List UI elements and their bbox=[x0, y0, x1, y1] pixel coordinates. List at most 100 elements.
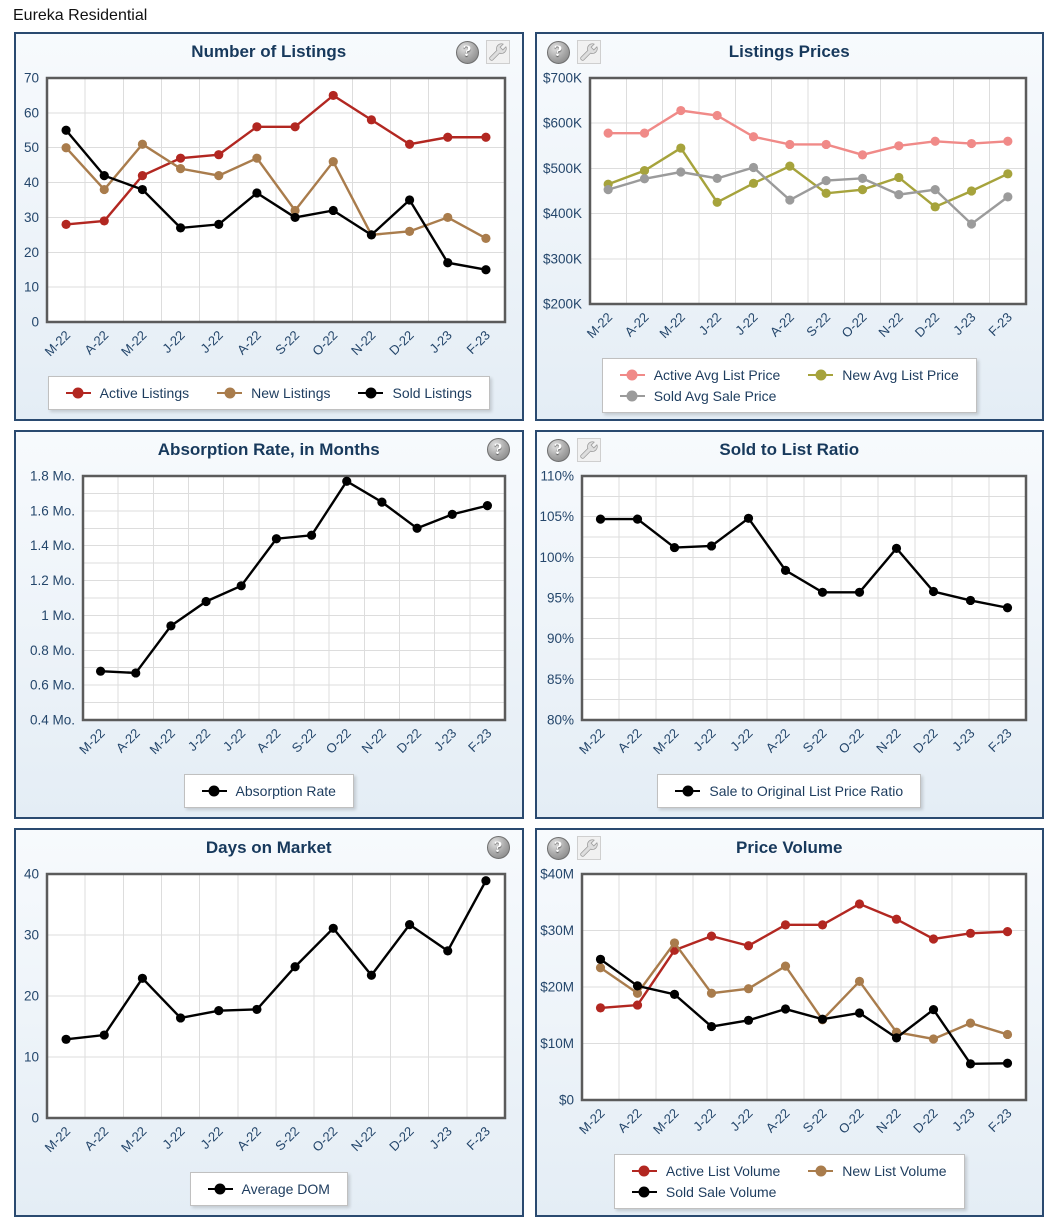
data-point bbox=[857, 185, 867, 195]
help-icon[interactable]: ? bbox=[455, 40, 479, 64]
data-point bbox=[928, 934, 938, 944]
x-tick-label: D-22 bbox=[910, 1106, 941, 1137]
series-line bbox=[599, 940, 1008, 1041]
wrench-glyph bbox=[488, 43, 507, 61]
chart-title: Number of Listings bbox=[191, 42, 347, 61]
help-icon[interactable]: ? bbox=[486, 836, 510, 859]
data-point bbox=[214, 171, 224, 181]
data-point bbox=[743, 941, 753, 951]
data-point bbox=[443, 258, 453, 268]
x-tick-label: S-22 bbox=[289, 726, 319, 756]
legend-item: New Avg List Price bbox=[808, 367, 959, 383]
y-tick-label: 30 bbox=[24, 928, 39, 943]
x-tick-label: D-22 bbox=[394, 726, 425, 757]
chart-title: Listings Prices bbox=[728, 42, 850, 61]
data-point bbox=[748, 162, 758, 173]
data-point bbox=[138, 973, 148, 983]
help-glyph: ? bbox=[553, 840, 563, 856]
data-point bbox=[821, 188, 831, 198]
data-point bbox=[669, 542, 679, 553]
wrench-glyph bbox=[579, 441, 598, 459]
tools-icon[interactable] bbox=[485, 40, 510, 64]
legend-row: Average DOM bbox=[16, 1172, 522, 1206]
data-point bbox=[712, 173, 722, 183]
legend-item: New Listings bbox=[217, 385, 330, 401]
chart-canvas: 110%105%100%95%90%85%80%M-22 A-22 M-22 J-22… bbox=[539, 469, 1027, 757]
series-line bbox=[600, 902, 1008, 1010]
legend-row: Absorption Rate bbox=[16, 774, 522, 808]
panel-icons: ? bbox=[486, 836, 510, 859]
data-point bbox=[481, 132, 491, 142]
data-point bbox=[405, 195, 415, 205]
y-tick-label: 90% bbox=[547, 631, 574, 646]
data-point bbox=[857, 150, 867, 160]
data-point bbox=[328, 205, 339, 216]
chart-area: $40M $30M $20M $10M $0 M-22 A-22 M-22 J-22 J-22 A-… bbox=[537, 864, 1043, 1152]
data-point bbox=[854, 587, 864, 597]
plot-border bbox=[580, 474, 1027, 722]
data-point bbox=[780, 1004, 790, 1014]
data-point bbox=[99, 171, 110, 181]
chart-panel-number-of-listings: ? Number of Listings 70 60 50 40 30 20 10 0 M-22… bbox=[14, 32, 524, 421]
x-tick-label: F-23 bbox=[985, 1106, 1015, 1136]
data-point bbox=[712, 197, 722, 207]
data-point bbox=[965, 1059, 975, 1069]
wrench-glyph bbox=[579, 839, 598, 857]
tools-icon[interactable] bbox=[576, 836, 601, 860]
data-point bbox=[412, 523, 422, 533]
x-tick-label: D-22 bbox=[386, 328, 417, 359]
help-icon[interactable]: ? bbox=[486, 438, 510, 461]
x-tick-label: M-22 bbox=[147, 726, 179, 758]
data-point bbox=[176, 1013, 186, 1023]
chart-area: 70 60 50 40 30 20 10 0 M-22 A-22 M-22 J-22 J-22 A-22 S… bbox=[16, 68, 522, 374]
x-tick-label: S-22 bbox=[799, 726, 829, 756]
tools-icon[interactable] bbox=[576, 438, 601, 462]
legend-label: Active List Volume bbox=[665, 1163, 781, 1179]
x-tick-label: J-22 bbox=[198, 328, 226, 356]
help-icon[interactable]: ? bbox=[546, 836, 570, 860]
data-point bbox=[675, 143, 686, 153]
legend-row: Active List Volume New List Volume Sold Sa… bbox=[537, 1154, 1043, 1209]
data-point bbox=[61, 1034, 71, 1044]
data-point bbox=[1002, 1058, 1012, 1068]
chart-title: Days on Market bbox=[205, 838, 332, 857]
wrench-glyph bbox=[579, 43, 598, 61]
chart-legend: Average DOM bbox=[189, 1172, 348, 1206]
y-tick-label: 30 bbox=[24, 210, 39, 225]
data-point bbox=[854, 976, 864, 986]
help-icon[interactable]: ? bbox=[546, 40, 570, 64]
legend-marker bbox=[808, 1165, 834, 1177]
legend-row: Sale to Original List Price Ratio bbox=[537, 774, 1043, 808]
data-point bbox=[748, 132, 758, 142]
x-tick-label: J-23 bbox=[949, 1106, 977, 1134]
x-tick-label: J-23 bbox=[431, 726, 459, 754]
data-point bbox=[214, 1006, 224, 1016]
panel-header: ? Price Volume bbox=[537, 830, 1043, 864]
data-point bbox=[893, 141, 904, 151]
data-point bbox=[891, 914, 901, 924]
data-point bbox=[857, 173, 867, 183]
panel-header: ? Sold to List Ratio bbox=[537, 432, 1043, 466]
x-tick-label: O-22 bbox=[310, 1124, 341, 1155]
data-point bbox=[639, 166, 649, 176]
data-point bbox=[780, 920, 790, 930]
data-point bbox=[377, 497, 387, 507]
help-glyph: ? bbox=[462, 44, 472, 60]
tools-icon[interactable] bbox=[576, 40, 601, 64]
panel-header: ? Absorption Rate, in Months bbox=[16, 432, 522, 466]
data-point bbox=[639, 128, 649, 138]
data-point bbox=[603, 185, 613, 195]
y-tick-label: 1.8 Mo. bbox=[30, 469, 75, 484]
legend-marker bbox=[619, 390, 645, 402]
y-tick-label: 10 bbox=[24, 280, 39, 295]
data-point bbox=[595, 1003, 605, 1013]
chart-area: 40 30 20 10 0 M-22 A-22 M-22 J-22 J-22 A-22 S-22 O-2… bbox=[16, 864, 522, 1170]
y-tick-label: $0 bbox=[559, 1093, 574, 1108]
y-tick-label: $300K bbox=[543, 251, 582, 266]
data-point bbox=[669, 938, 679, 948]
help-icon[interactable]: ? bbox=[546, 438, 570, 462]
data-point bbox=[236, 581, 247, 591]
